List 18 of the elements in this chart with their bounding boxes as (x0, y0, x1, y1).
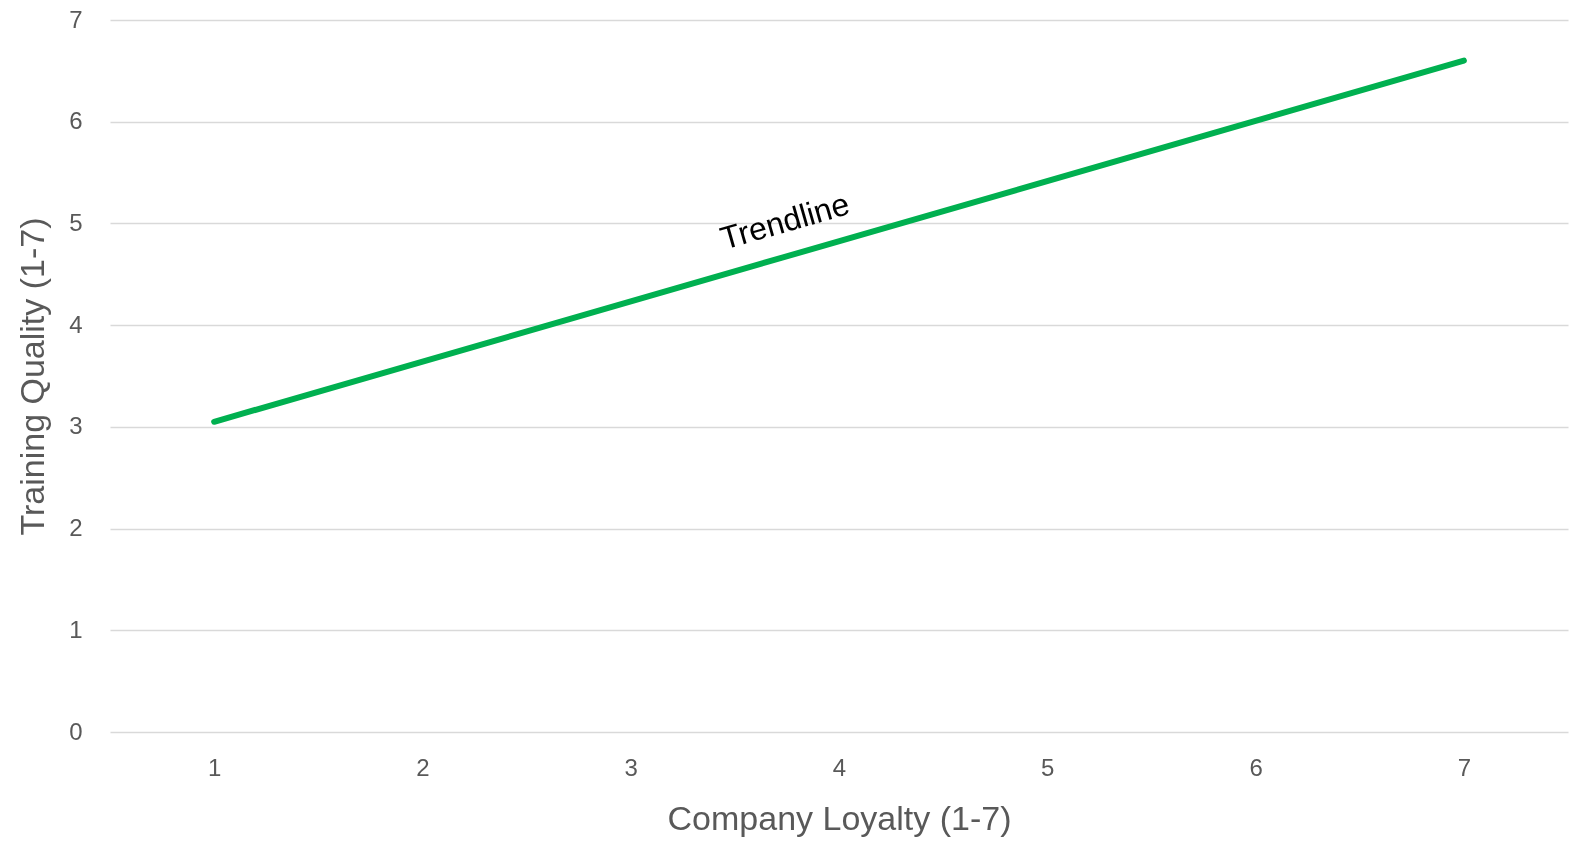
y-tick-label: 0 (69, 717, 83, 745)
y-tick-label: 3 (69, 412, 83, 440)
y-tick-label: 6 (69, 107, 83, 135)
y-tick-label: 5 (69, 208, 83, 236)
x-tick-label: 7 (1457, 753, 1472, 781)
x-tick-label: 1 (207, 753, 222, 781)
x-axis-title: Company Loyalty (1-7) (667, 798, 1012, 837)
y-tick-label: 7 (69, 5, 83, 33)
y-tick-label: 1 (69, 615, 83, 643)
annotation: Trendline (716, 185, 854, 257)
x-tick-label: 5 (1041, 753, 1055, 781)
y-axis-title: Training Quality (1-7) (13, 217, 52, 536)
x-tick-label: 3 (624, 753, 638, 781)
x-tick-label: 2 (416, 753, 430, 781)
y-tick-label: 4 (69, 310, 83, 338)
y-tick-label: 2 (69, 514, 83, 542)
x-tick-label: 4 (832, 753, 847, 781)
x-tick-label: 6 (1249, 753, 1263, 781)
